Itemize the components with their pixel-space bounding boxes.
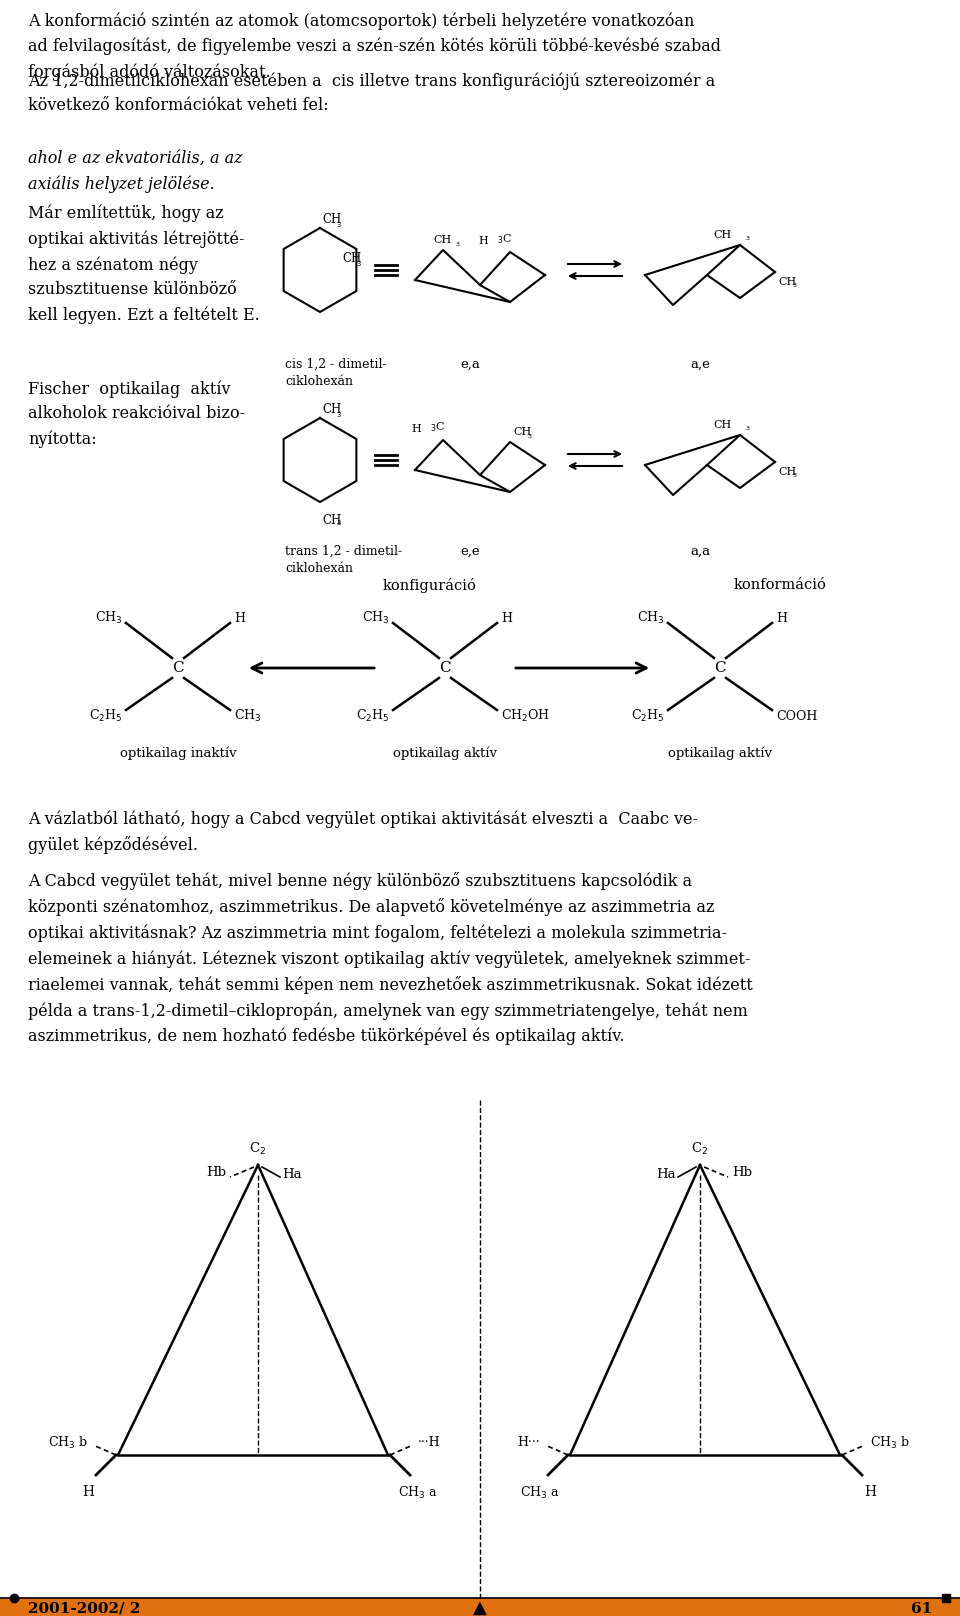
Text: $_3$C: $_3$C bbox=[430, 420, 445, 435]
Text: C: C bbox=[714, 661, 726, 675]
Text: konfiguráció: konfiguráció bbox=[383, 579, 477, 593]
Text: C$_2$: C$_2$ bbox=[250, 1141, 267, 1157]
Text: H: H bbox=[82, 1485, 94, 1500]
Text: H: H bbox=[478, 236, 488, 246]
Text: ahol e az ekvatoriális, a az
axiális helyzet jelölése.: ahol e az ekvatoriális, a az axiális hel… bbox=[28, 150, 243, 192]
Text: $_3$: $_3$ bbox=[336, 519, 342, 527]
Text: CH$_3$: CH$_3$ bbox=[94, 609, 122, 625]
Text: $_3$: $_3$ bbox=[745, 423, 751, 433]
Text: C: C bbox=[439, 661, 451, 675]
Text: CH$_3$: CH$_3$ bbox=[234, 708, 261, 724]
Text: $_3$: $_3$ bbox=[527, 431, 533, 441]
Text: $_3$: $_3$ bbox=[356, 259, 362, 268]
Text: 2001-2002/ 2: 2001-2002/ 2 bbox=[28, 1601, 140, 1616]
Text: Már említettük, hogy az
optikai aktivitás létrejötté-
hez a szénatom négy
szubsz: Már említettük, hogy az optikai aktivitá… bbox=[28, 205, 260, 325]
Text: Hb: Hb bbox=[732, 1167, 752, 1180]
Text: CH: CH bbox=[434, 234, 452, 246]
Text: C: C bbox=[172, 661, 183, 675]
Text: CH: CH bbox=[778, 276, 796, 288]
Text: optikailag aktív: optikailag aktív bbox=[668, 747, 772, 760]
Text: CH$_3$ a: CH$_3$ a bbox=[398, 1485, 438, 1501]
Text: optikailag inaktív: optikailag inaktív bbox=[120, 747, 236, 760]
Text: A vázlatból látható, hogy a Cabcd vegyület optikai aktivitását elveszti a  Caabc: A vázlatból látható, hogy a Cabcd vegyül… bbox=[28, 810, 698, 853]
Text: CH: CH bbox=[322, 402, 341, 415]
Text: a,e: a,e bbox=[690, 359, 710, 372]
Text: Ha: Ha bbox=[282, 1168, 301, 1181]
Text: CH$_2$OH: CH$_2$OH bbox=[501, 708, 550, 724]
Text: CH: CH bbox=[713, 420, 732, 430]
Text: CH$_3$: CH$_3$ bbox=[362, 609, 389, 625]
Text: Az 1,2-dimetilciklohexán esetében a  cis illetve trans konfigurációjú sztereoizo: Az 1,2-dimetilciklohexán esetében a cis … bbox=[28, 73, 715, 115]
Text: cis 1,2 - dimetil-
ciklohexán: cis 1,2 - dimetil- ciklohexán bbox=[285, 359, 387, 388]
Text: C$_2$H$_5$: C$_2$H$_5$ bbox=[88, 708, 122, 724]
Text: A Cabcd vegyület tehát, mivel benne négy különböző szubsztituens kapcsolódik a
k: A Cabcd vegyület tehát, mivel benne négy… bbox=[28, 873, 753, 1046]
Text: $_3$: $_3$ bbox=[792, 470, 798, 480]
Text: $_3$: $_3$ bbox=[455, 241, 461, 249]
Text: CH: CH bbox=[713, 229, 732, 241]
Text: C$_2$H$_5$: C$_2$H$_5$ bbox=[631, 708, 664, 724]
Text: trans 1,2 - dimetil-
ciklohexán: trans 1,2 - dimetil- ciklohexán bbox=[285, 545, 402, 575]
Text: ▲: ▲ bbox=[473, 1598, 487, 1616]
Text: optikailag aktív: optikailag aktív bbox=[393, 747, 497, 760]
Text: CH$_3$: CH$_3$ bbox=[636, 609, 664, 625]
Text: $_3$C: $_3$C bbox=[497, 233, 513, 246]
Text: e,a: e,a bbox=[460, 359, 480, 372]
Text: H: H bbox=[864, 1485, 876, 1500]
Text: CH$_3$ a: CH$_3$ a bbox=[520, 1485, 560, 1501]
Text: CH: CH bbox=[342, 252, 361, 265]
Text: a,a: a,a bbox=[690, 545, 710, 558]
Text: $_3$: $_3$ bbox=[336, 220, 342, 229]
Text: e,e: e,e bbox=[460, 545, 480, 558]
Text: CH: CH bbox=[322, 514, 341, 527]
Text: $_3$: $_3$ bbox=[336, 410, 342, 420]
Text: Hb: Hb bbox=[206, 1167, 226, 1180]
Text: H···: H··· bbox=[517, 1437, 540, 1450]
Text: 61: 61 bbox=[911, 1601, 932, 1616]
Text: CH: CH bbox=[322, 213, 341, 226]
Text: C$_2$: C$_2$ bbox=[691, 1141, 708, 1157]
Text: konformáció: konformáció bbox=[733, 579, 827, 591]
Text: CH: CH bbox=[513, 427, 531, 436]
Text: CH$_3$ b: CH$_3$ b bbox=[870, 1435, 910, 1451]
Text: $_3$: $_3$ bbox=[792, 281, 798, 289]
Text: C$_2$H$_5$: C$_2$H$_5$ bbox=[355, 708, 389, 724]
Text: Fischer  optikailag  aktív
alkoholok reakcióival bizo-
nyította:: Fischer optikailag aktív alkoholok reakc… bbox=[28, 380, 245, 448]
Text: COOH: COOH bbox=[776, 709, 817, 722]
Text: H: H bbox=[501, 611, 512, 624]
Text: CH$_3$ b: CH$_3$ b bbox=[48, 1435, 88, 1451]
Text: CH: CH bbox=[778, 467, 796, 477]
Text: $_3$: $_3$ bbox=[745, 234, 751, 242]
Text: H: H bbox=[234, 611, 245, 624]
Text: ···H: ···H bbox=[418, 1437, 441, 1450]
Bar bbox=[0, 1598, 960, 1616]
Text: H: H bbox=[411, 423, 421, 435]
Text: A konformáció szintén az atomok (atomcsoportok) térbeli helyzetére vonatkozóan
a: A konformáció szintén az atomok (atomcso… bbox=[28, 11, 721, 81]
Text: H: H bbox=[776, 611, 787, 624]
Text: Ha: Ha bbox=[657, 1168, 676, 1181]
